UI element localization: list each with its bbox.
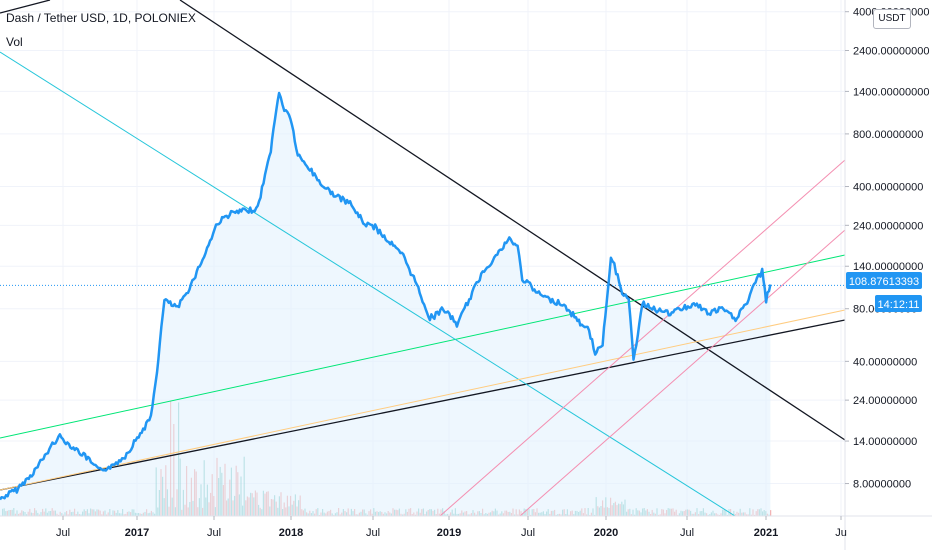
price-tick-label: 400.00000000 [853, 182, 923, 194]
time-tick-label: Jul [207, 527, 221, 539]
time-tick-label: 2017 [125, 527, 149, 539]
price-tick-label: 14.00000000 [853, 436, 917, 448]
price-tick-label: 240.00000000 [853, 220, 923, 232]
price-series-line [0, 91, 772, 501]
trendline-pink-1[interactable] [439, 159, 846, 517]
trendline-support[interactable] [0, 319, 846, 491]
symbol-title[interactable]: Dash / Tether USD, 1D, POLONIEX [6, 11, 196, 25]
countdown-badge: 14:12:11 [875, 295, 922, 312]
trendline-green[interactable] [0, 254, 846, 439]
price-tick-label: 2400.00000000 [853, 45, 929, 57]
price-tick-label: 140.00000000 [853, 261, 923, 273]
time-tick-label: 2021 [754, 527, 778, 539]
time-tick-label: Ju [835, 527, 847, 539]
time-tick-label: Jul [56, 527, 70, 539]
time-tick-label: Jul [521, 527, 535, 539]
time-tick-label: 2019 [437, 527, 461, 539]
price-tick-label: 40.00000000 [853, 356, 917, 368]
trendline-cyan[interactable] [0, 51, 736, 517]
volume-legend-label[interactable]: Vol [6, 35, 23, 49]
price-tick-label: 800.00000000 [853, 129, 923, 141]
price-tick-label: 8.00000000 [853, 479, 911, 491]
currency-unit-button[interactable]: USDT [873, 9, 911, 29]
trendline-descending[interactable] [179, 0, 846, 441]
time-tick-label: Jul [680, 527, 694, 539]
countdown-value: 14:12:11 [877, 299, 919, 311]
price-area-fill [0, 93, 771, 516]
price-tick-label: 1400.00000000 [853, 86, 929, 98]
time-tick-label: 2020 [594, 527, 618, 539]
volume-bar [770, 510, 772, 516]
trendline-pink-2[interactable] [519, 229, 846, 517]
last-price-value: 108.87613393 [849, 276, 919, 288]
last-price-badge: 108.87613393 [846, 272, 922, 289]
price-scale[interactable]: 4000.000000002400.000000001400.000000008… [845, 7, 929, 491]
time-tick-label: Jul [366, 527, 380, 539]
trendline-upper-left[interactable] [0, 0, 51, 14]
trendline-orange[interactable] [0, 309, 846, 491]
price-tick-label: 24.00000000 [853, 395, 917, 407]
time-scale[interactable]: Jul 2017 Jul 2018 Jul 2019 Jul 2020 Jul 2021 Ju [56, 516, 847, 539]
time-tick-label: 2018 [279, 527, 303, 539]
trendlines[interactable] [0, 0, 846, 517]
